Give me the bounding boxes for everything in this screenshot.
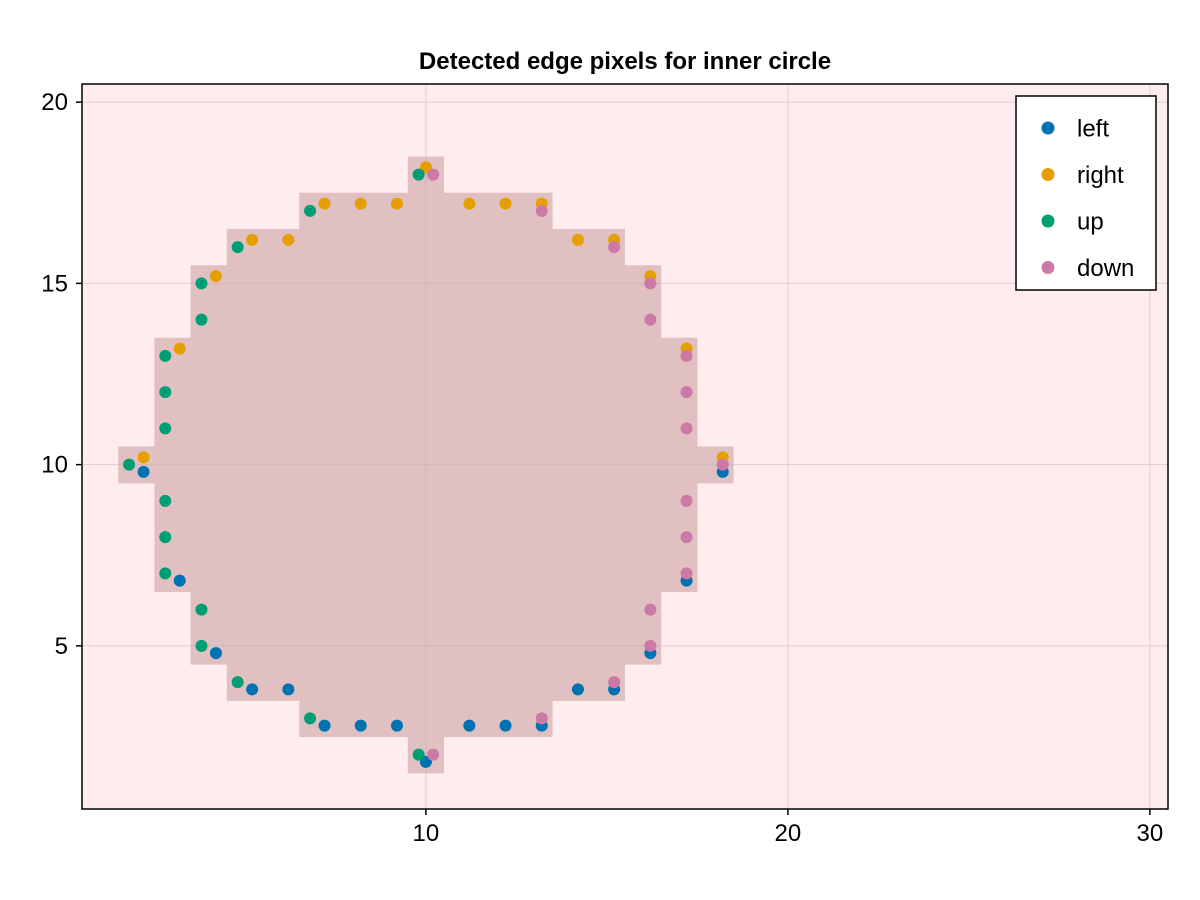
point-down-8: [716, 458, 729, 471]
point-down-5: [680, 567, 693, 580]
point-down-3: [644, 639, 657, 652]
point-down-11: [680, 349, 693, 362]
y-tick-label-10: 10: [41, 452, 68, 479]
point-down-7: [680, 494, 693, 507]
y-tick-label-20: 20: [41, 89, 68, 116]
point-left-8: [282, 683, 295, 696]
legend-box: [1015, 95, 1157, 291]
point-up-10: [159, 386, 172, 399]
point-right-0: [137, 451, 150, 464]
point-down-0: [427, 748, 440, 761]
point-down-12: [644, 313, 657, 326]
point-up-1: [304, 712, 317, 725]
legend-label-up: up: [1077, 209, 1104, 236]
point-down-4: [644, 603, 657, 616]
point-left-9: [571, 683, 584, 696]
point-up-7: [159, 494, 172, 507]
point-left-3: [390, 719, 403, 732]
point-right-16: [419, 161, 432, 174]
point-down-10: [680, 386, 693, 399]
legend: left right up down: [1015, 95, 1157, 291]
legend-marker-up: [1041, 214, 1055, 228]
point-right-14: [499, 197, 512, 210]
x-tick-label-30: 30: [1137, 820, 1164, 847]
point-down-15: [535, 204, 548, 217]
legend-label-down: down: [1077, 255, 1134, 282]
point-right-11: [354, 197, 367, 210]
axes: 10 20 30 5 10 15 20: [41, 89, 1163, 847]
x-tick-label-20: 20: [775, 820, 802, 847]
scatter-points: [123, 161, 729, 768]
point-down-9: [680, 422, 693, 435]
point-up-9: [159, 422, 172, 435]
plot-frame: [81, 83, 1169, 810]
point-up-16: [412, 168, 425, 181]
point-right-10: [318, 197, 331, 210]
point-up-13: [195, 277, 208, 290]
legend-label-right: right: [1077, 162, 1124, 189]
point-up-0: [412, 748, 425, 761]
point-right-2: [173, 342, 186, 355]
x-tick-label-10: 10: [413, 820, 440, 847]
point-left-13: [173, 574, 186, 587]
point-down-16: [427, 168, 440, 181]
point-up-3: [195, 639, 208, 652]
point-up-5: [159, 567, 172, 580]
y-tick-label-15: 15: [41, 270, 68, 297]
legend-marker-right: [1041, 168, 1055, 181]
point-left-5: [499, 719, 512, 732]
legend-marker-left: [1041, 121, 1055, 135]
point-left-4: [463, 719, 476, 732]
point-down-1: [535, 712, 548, 725]
point-left-0: [419, 755, 432, 768]
point-right-12: [390, 197, 403, 210]
y-tick-label-5: 5: [55, 633, 68, 660]
point-left-15: [137, 465, 150, 478]
point-down-6: [680, 531, 693, 544]
point-up-2: [231, 676, 244, 689]
point-left-11: [209, 647, 222, 660]
point-up-15: [304, 204, 317, 217]
point-up-6: [159, 531, 172, 544]
point-right-7: [282, 233, 295, 246]
chart-title: Detected edge pixels for inner circle: [419, 48, 831, 75]
legend-marker-down: [1041, 261, 1055, 274]
point-up-8: [123, 458, 136, 471]
legend-label-left: left: [1077, 116, 1109, 143]
point-left-1: [318, 719, 331, 732]
point-right-13: [463, 197, 476, 210]
point-down-14: [608, 241, 621, 254]
point-left-7: [246, 683, 259, 696]
point-down-2: [608, 676, 621, 689]
point-down-13: [644, 277, 657, 290]
point-up-4: [195, 603, 208, 616]
point-left-2: [354, 719, 367, 732]
point-up-14: [231, 241, 244, 254]
point-right-8: [571, 233, 584, 246]
point-up-11: [159, 349, 172, 362]
point-up-12: [195, 313, 208, 326]
point-right-4: [209, 270, 222, 283]
point-right-6: [246, 233, 259, 246]
